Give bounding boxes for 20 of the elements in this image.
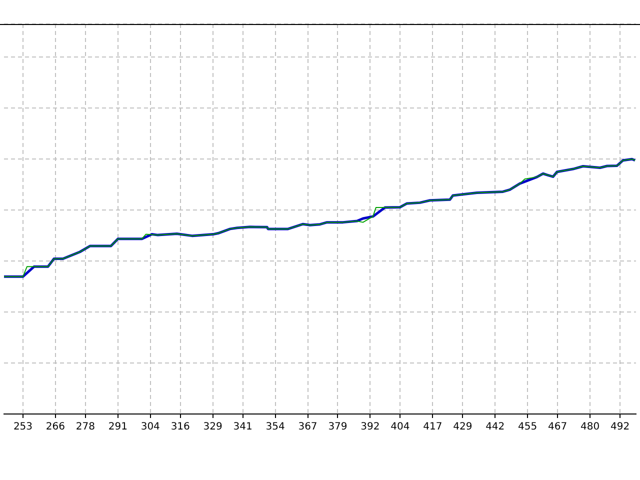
x-tick-label: 429 bbox=[453, 422, 472, 433]
x-tick-label: 404 bbox=[390, 422, 410, 433]
x-tick-label: 492 bbox=[610, 422, 630, 433]
x-tick-label: 367 bbox=[298, 422, 318, 433]
x-tick-label: 341 bbox=[233, 422, 252, 433]
x-tick-label: 455 bbox=[518, 422, 538, 433]
x-tick-label: 329 bbox=[203, 422, 222, 433]
x-tick-label: 304 bbox=[140, 422, 160, 433]
x-tick-label: 379 bbox=[328, 422, 348, 433]
x-tick-label: 417 bbox=[423, 422, 442, 433]
x-tick-label: 442 bbox=[486, 422, 505, 433]
x-tick-label: 278 bbox=[76, 422, 95, 433]
x-tick-label: 253 bbox=[13, 422, 33, 433]
x-tick-label: 316 bbox=[170, 422, 190, 433]
x-tick-label: 266 bbox=[46, 422, 66, 433]
x-tick-label: 392 bbox=[360, 422, 380, 433]
x-tick-label: 480 bbox=[580, 422, 600, 433]
x-tick-label: 467 bbox=[548, 422, 568, 433]
x-tick-label: 354 bbox=[266, 422, 285, 433]
x-tick-label: 291 bbox=[108, 422, 128, 433]
